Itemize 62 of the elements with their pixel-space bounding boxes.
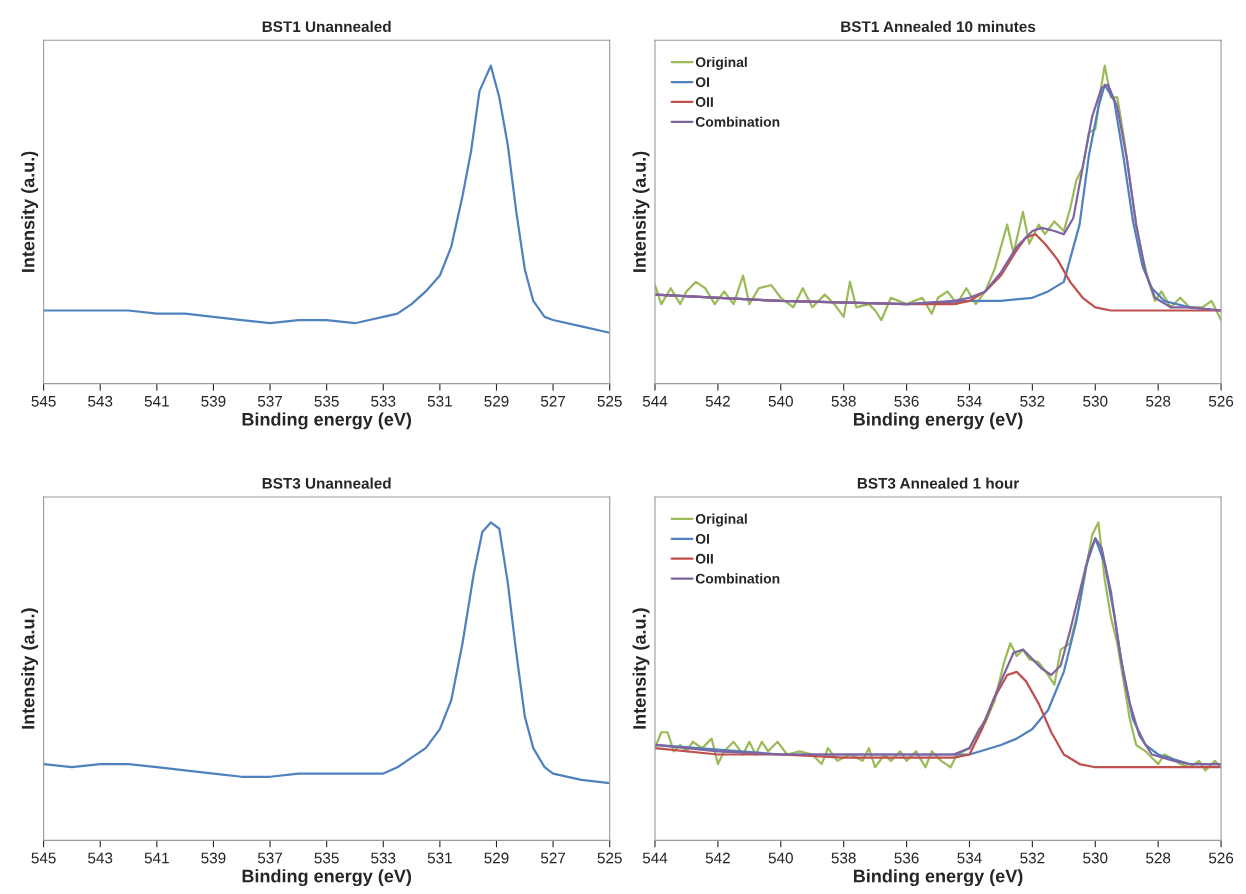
x-tick-label: 530 bbox=[1083, 852, 1108, 864]
legend-label: OI bbox=[695, 77, 709, 88]
x-tick-label: 528 bbox=[1146, 852, 1171, 864]
x-tick-label: 537 bbox=[257, 395, 283, 407]
x-tick-label: 530 bbox=[1083, 395, 1108, 407]
y-axis-title: Intensity (a.u.) bbox=[632, 608, 650, 729]
x-axis-title: Binding energy (eV) bbox=[242, 869, 412, 887]
x-tick-label: 539 bbox=[201, 852, 226, 864]
x-tick-label: 528 bbox=[1146, 395, 1171, 407]
x-tick-label: 538 bbox=[831, 852, 856, 864]
legend-label: OII bbox=[695, 553, 713, 564]
x-tick-label: 531 bbox=[427, 852, 452, 864]
x-tick-label: 540 bbox=[768, 395, 793, 407]
x-tick-label: 529 bbox=[484, 395, 509, 407]
x-tick-label: 534 bbox=[957, 395, 982, 407]
x-tick-label: 545 bbox=[31, 852, 56, 864]
x-tick-label: 540 bbox=[768, 852, 793, 864]
legend-label: Original bbox=[695, 513, 747, 527]
legend-label: OII bbox=[695, 97, 713, 107]
x-axis-title: Binding energy (eV) bbox=[853, 412, 1023, 430]
y-axis-title: Intensity (a.u.) bbox=[21, 151, 39, 272]
chart-title: BST1 Annealed 10 minutes bbox=[841, 20, 1036, 33]
x-tick-label: 533 bbox=[371, 852, 396, 864]
x-tick-label: 542 bbox=[705, 852, 730, 864]
x-tick-label: 531 bbox=[427, 395, 452, 407]
x-tick-label: 544 bbox=[642, 852, 668, 864]
x-tick-label: 535 bbox=[314, 852, 339, 864]
x-tick-label: 536 bbox=[894, 395, 919, 407]
x-tick-label: 536 bbox=[894, 852, 919, 864]
chart-title: BST3 Annealed 1 hour bbox=[857, 477, 1020, 489]
x-tick-label: 527 bbox=[540, 852, 566, 864]
x-tick-label: 532 bbox=[1020, 395, 1045, 407]
chart-title: BST3 Unannealed bbox=[262, 477, 391, 489]
x-tick-label: 543 bbox=[88, 852, 113, 864]
x-tick-label: 537 bbox=[257, 852, 283, 864]
x-tick-label: 529 bbox=[484, 852, 509, 864]
x-tick-label: 527 bbox=[540, 395, 566, 407]
x-tick-label: 539 bbox=[201, 395, 226, 407]
x-tick-label: 525 bbox=[597, 852, 622, 864]
x-tick-label: 544 bbox=[642, 396, 668, 407]
x-tick-label: 526 bbox=[1208, 852, 1234, 864]
legend-label: Original bbox=[695, 56, 747, 70]
x-tick-label: 533 bbox=[371, 395, 396, 407]
x-tick-label: 545 bbox=[31, 396, 56, 407]
x-tick-label: 534 bbox=[957, 852, 982, 864]
y-axis-title: Intensity (a.u.) bbox=[21, 608, 39, 729]
x-tick-label: 541 bbox=[144, 396, 169, 407]
x-tick-label: 541 bbox=[144, 852, 169, 864]
x-tick-label: 525 bbox=[597, 395, 622, 407]
x-tick-label: 532 bbox=[1020, 852, 1045, 864]
x-tick-label: 543 bbox=[88, 395, 113, 407]
y-axis-title: Intensity (a.u.) bbox=[632, 151, 650, 272]
x-axis-title: Binding energy (eV) bbox=[853, 869, 1023, 887]
legend-label: Combination bbox=[695, 116, 780, 127]
x-tick-label: 538 bbox=[831, 395, 856, 407]
x-tick-label: 535 bbox=[314, 395, 339, 407]
x-tick-label: 542 bbox=[705, 395, 730, 407]
legend-label: OI bbox=[695, 533, 709, 544]
chart-title: BST1 Unannealed bbox=[262, 20, 391, 33]
legend-label: Combination bbox=[695, 573, 780, 584]
x-axis-title: Binding energy (eV) bbox=[242, 412, 412, 430]
x-tick-label: 526 bbox=[1208, 395, 1234, 407]
